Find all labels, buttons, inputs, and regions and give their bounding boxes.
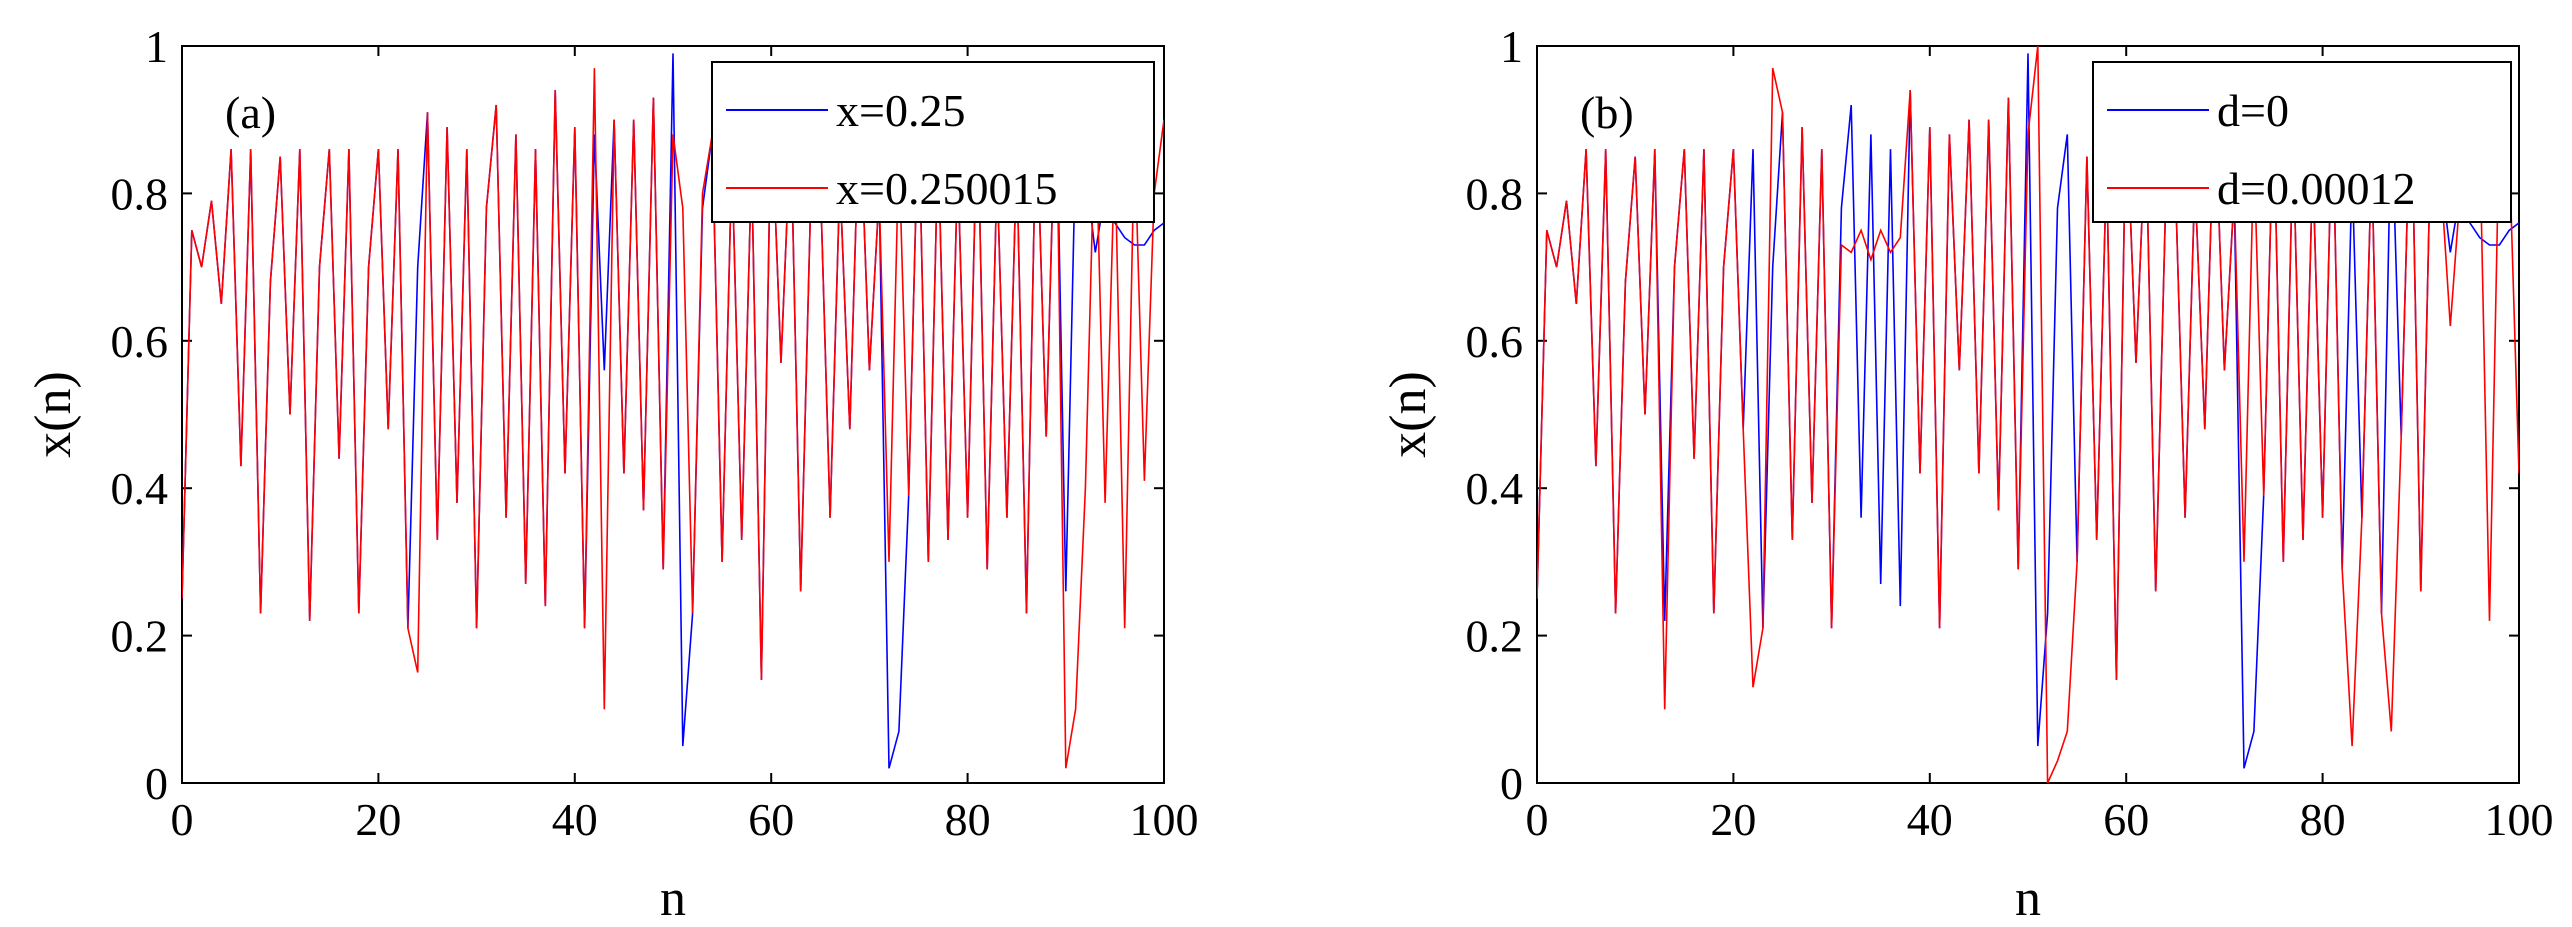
chart-1-x-tick-label-2: 40: [1907, 794, 1953, 845]
chart-1-x-tick-label-0: 0: [1526, 794, 1549, 845]
chart-1-y-tick-label-0: 0: [1500, 758, 1523, 809]
chart-0-x-tick-label-2: 40: [552, 794, 598, 845]
chart-1-y-tick-label-3: 0.6: [1466, 316, 1524, 367]
chart-0-panel-label: (a): [225, 87, 276, 138]
chart-1-panel-label: (b): [1580, 87, 1634, 138]
chart-0-legend-label-0: x=0.25: [836, 85, 965, 136]
chart-0-y-tick-label-2: 0.4: [111, 463, 169, 514]
chart-1-y-tick-label-1: 0.2: [1466, 611, 1524, 662]
chart-1-x-tick-label-5: 100: [2485, 794, 2554, 845]
chart-0-legend-box: [711, 61, 1155, 223]
chart-1-y-tick-label-5: 1: [1500, 21, 1523, 72]
chart-0-y-tick-label-4: 0.8: [111, 168, 169, 219]
chart-1-legend-label-1: d=0.00012: [2217, 163, 2415, 214]
chart-0-y-tick-label-5: 1: [145, 21, 168, 72]
chart-0-legend: x=0.25 x=0.250015: [711, 61, 1155, 223]
chart-0-x-tick-label-4: 80: [945, 794, 991, 845]
chart-0-y-tick-label-1: 0.2: [111, 611, 169, 662]
chart-1-legend-label-0: d=0: [2217, 85, 2289, 136]
chart-1-x-axis-label: n: [2015, 870, 2041, 927]
chart-1-legend: d=0 d=0.00012: [2092, 61, 2512, 223]
chart-1-series-line-1: [1537, 46, 2519, 783]
chart-1-y-axis-label: x(n): [1380, 371, 1437, 458]
chart-0-y-tick-label-3: 0.6: [111, 316, 169, 367]
chart-0-x-tick-label-3: 60: [748, 794, 794, 845]
chart-0-x-tick-label-1: 20: [355, 794, 401, 845]
chart-0-x-tick-label-5: 100: [1130, 794, 1199, 845]
chart-0-y-tick-label-0: 0: [145, 758, 168, 809]
chart-1-y-tick-label-2: 0.4: [1466, 463, 1524, 514]
chart-0-x-tick-label-0: 0: [171, 794, 194, 845]
chart-0-y-axis-label: x(n): [25, 371, 82, 458]
panel-a: 0 20 40 60 80 100 0 0.2 0.4 0.6 0.8 1 n x(n) (a) x=0.25…: [25, 21, 1199, 927]
chart-1-x-tick-label-3: 60: [2103, 794, 2149, 845]
chart-0-legend-label-1: x=0.250015: [836, 163, 1057, 214]
chart-1-legend-box: [2092, 61, 2512, 223]
chart-1-x-tick-label-1: 20: [1710, 794, 1756, 845]
chart-0-series-line-1: [182, 68, 1164, 769]
chart-1-y-tick-label-4: 0.8: [1466, 168, 1524, 219]
chart-1-x-tick-label-4: 80: [2300, 794, 2346, 845]
chart-0-x-axis-label: n: [660, 870, 686, 927]
